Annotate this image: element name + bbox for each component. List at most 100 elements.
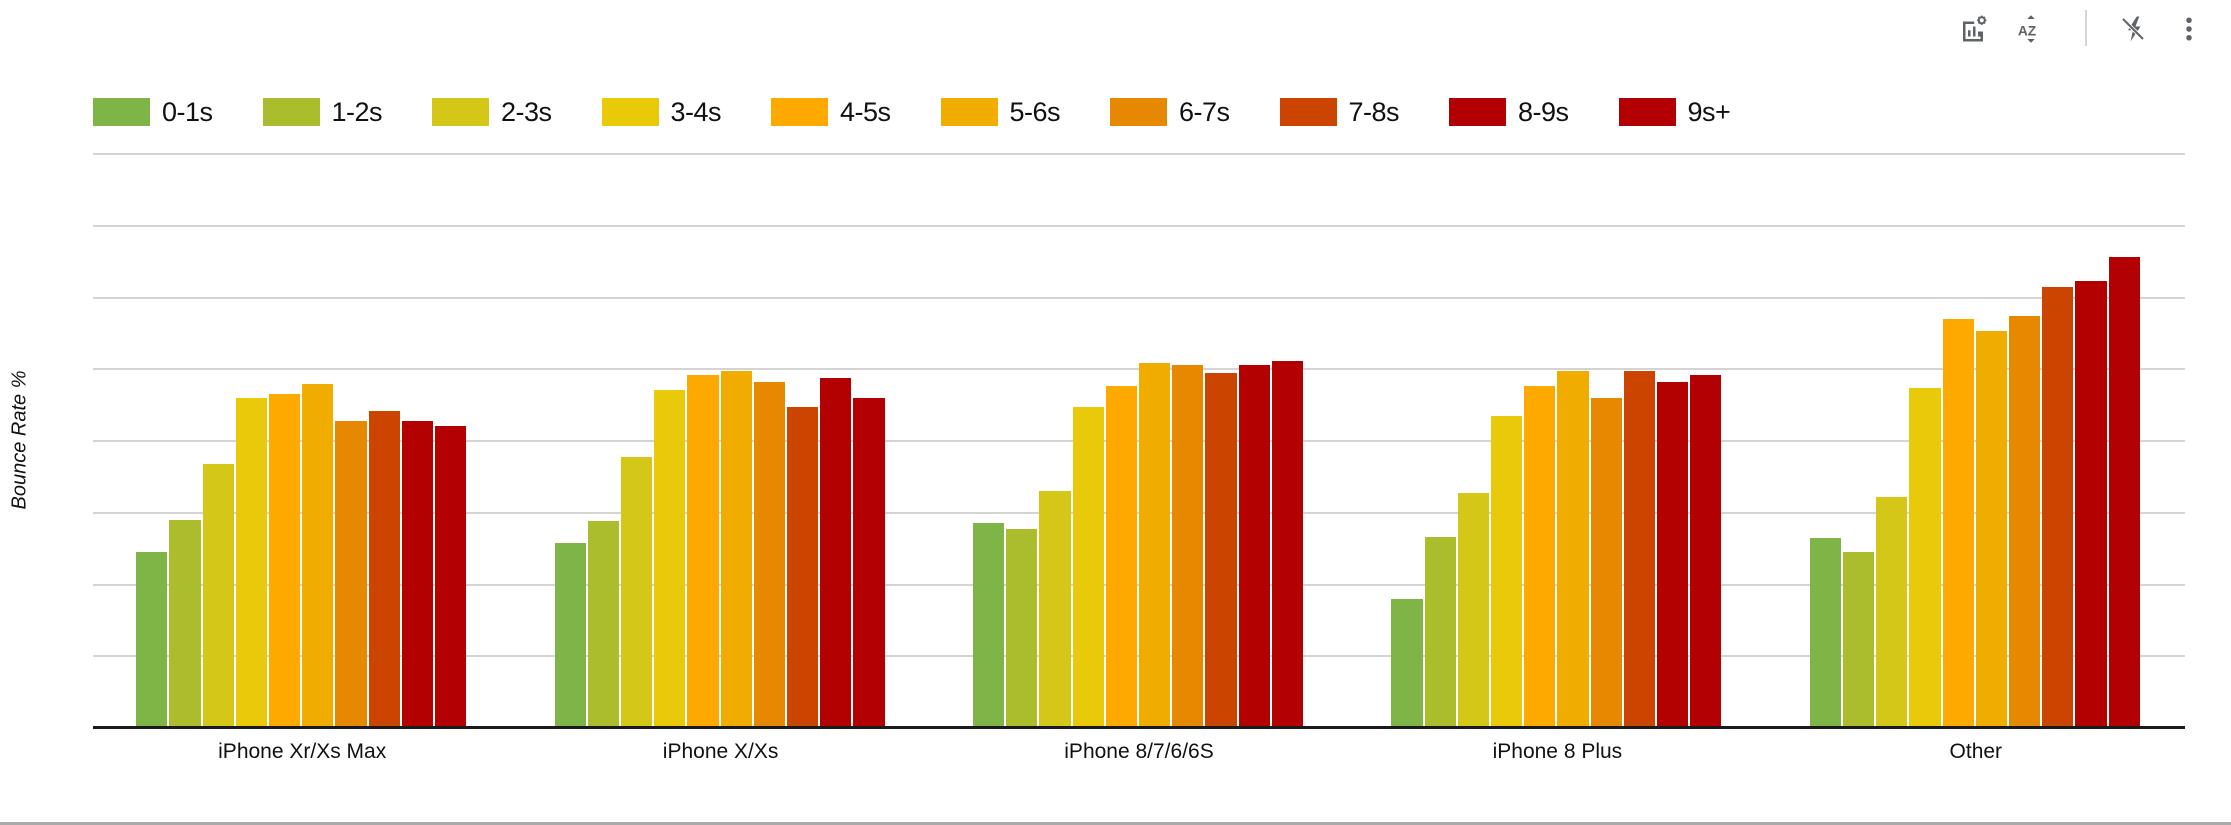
x-axis-label: iPhone Xr/Xs Max (218, 740, 387, 763)
legend-item[interactable]: 6-7s (1110, 96, 1230, 127)
legend-item[interactable]: 8-9s (1449, 96, 1569, 127)
x-axis-label: iPhone X/Xs (662, 740, 779, 763)
bar[interactable] (1557, 371, 1589, 727)
bar[interactable] (1006, 528, 1038, 727)
bar[interactable] (1391, 599, 1423, 727)
bar[interactable] (2008, 315, 2041, 727)
bar[interactable] (202, 464, 234, 727)
x-axis-label: Other (1949, 740, 2003, 763)
legend-item[interactable]: 5-6s (940, 96, 1061, 127)
legend-swatch (1449, 98, 1506, 126)
sort-az-icon[interactable]: AZ (2016, 14, 2046, 44)
x-axis-baseline (93, 726, 2185, 729)
legend-label: 0-1s (162, 96, 213, 127)
bar[interactable] (335, 420, 367, 727)
bar[interactable] (687, 374, 719, 727)
bar[interactable] (1139, 363, 1171, 727)
legend-swatch (1618, 98, 1676, 126)
bar[interactable] (1490, 416, 1523, 727)
legend-item[interactable]: 9s+ (1618, 97, 1731, 127)
bar[interactable] (1172, 365, 1204, 727)
legend-swatch (432, 98, 489, 126)
bar[interactable] (136, 551, 168, 727)
bar[interactable] (1424, 536, 1456, 727)
legend-item[interactable]: 0-1s (93, 96, 213, 127)
bar[interactable] (2042, 287, 2074, 727)
bar[interactable] (401, 420, 433, 727)
bar[interactable] (973, 523, 1005, 727)
legend-label: 2-3s (501, 96, 552, 127)
chart-toolbar: AZ (1950, 8, 2220, 48)
legend-item[interactable]: 4-5s (771, 96, 891, 127)
bar[interactable] (1975, 330, 2007, 727)
bar[interactable] (1809, 538, 1841, 727)
legend-swatch (601, 98, 659, 126)
bar[interactable] (1590, 397, 1622, 727)
bar[interactable] (1876, 496, 1908, 727)
bar[interactable] (169, 519, 201, 727)
bar[interactable] (786, 407, 819, 727)
legend-label: 8-9s (1518, 96, 1569, 127)
gridline (93, 153, 2185, 155)
bar[interactable] (1909, 388, 1941, 727)
bar-group (136, 153, 468, 727)
y-axis-label: Bounce Rate % (8, 370, 31, 510)
legend-label: 3-4s (670, 96, 722, 127)
legend-label: 4-5s (840, 96, 891, 127)
bar[interactable] (235, 397, 267, 727)
bar[interactable] (654, 389, 686, 727)
bar[interactable] (1105, 386, 1137, 727)
bar[interactable] (820, 378, 852, 727)
bar[interactable] (2075, 281, 2107, 727)
bar[interactable] (1623, 371, 1655, 727)
bar[interactable] (302, 384, 334, 727)
bar[interactable] (1039, 490, 1071, 727)
more-vert-icon[interactable] (2174, 14, 2204, 44)
bar[interactable] (368, 410, 400, 727)
legend-item[interactable]: 2-3s (432, 96, 552, 127)
bar[interactable] (1271, 361, 1303, 727)
bar[interactable] (1524, 386, 1556, 727)
legend-item[interactable]: 3-4s (601, 96, 722, 127)
gridline (93, 224, 2185, 227)
bar-group (1391, 153, 1723, 727)
legend-label: 1-2s (331, 96, 383, 127)
legend-label: 6-7s (1179, 96, 1230, 127)
bar[interactable] (434, 426, 467, 727)
bar[interactable] (554, 542, 586, 727)
bar[interactable] (1656, 381, 1689, 727)
bar[interactable] (1238, 365, 1270, 727)
bar-group (554, 153, 887, 727)
bar[interactable] (587, 521, 619, 727)
bar[interactable] (1457, 493, 1489, 727)
legend-swatch (771, 98, 828, 126)
bar[interactable] (2108, 257, 2140, 727)
bar[interactable] (1842, 551, 1875, 727)
toolbar-divider (2085, 10, 2087, 46)
legend-swatch (1279, 98, 1337, 126)
lightning-off-icon[interactable] (2118, 14, 2148, 44)
legend-label: 7-8s (1348, 96, 1400, 127)
bar[interactable] (1072, 407, 1104, 727)
bar[interactable] (853, 397, 885, 727)
legend-item[interactable]: 7-8s (1279, 96, 1400, 127)
bottom-border (0, 822, 2231, 825)
legend-swatch (940, 98, 998, 126)
bar[interactable] (1942, 319, 1974, 727)
bar-group (973, 153, 1305, 727)
x-axis-label: iPhone 8/7/6/6S (1064, 740, 1214, 763)
bar[interactable] (1205, 372, 1237, 727)
legend-swatch (1110, 98, 1167, 126)
bar[interactable] (268, 394, 301, 727)
legend-swatch (93, 98, 150, 126)
bar[interactable] (720, 371, 752, 727)
bar[interactable] (620, 457, 653, 727)
plot-area (93, 153, 2185, 729)
legend-item[interactable]: 1-2s (262, 96, 383, 127)
chart-settings-icon[interactable] (1958, 14, 1988, 44)
legend-label: 5-6s (1009, 96, 1061, 127)
bar[interactable] (1690, 374, 1722, 727)
bar[interactable] (753, 381, 785, 727)
x-axis-label: iPhone 8 Plus (1492, 740, 1623, 763)
legend-swatch (262, 98, 320, 126)
